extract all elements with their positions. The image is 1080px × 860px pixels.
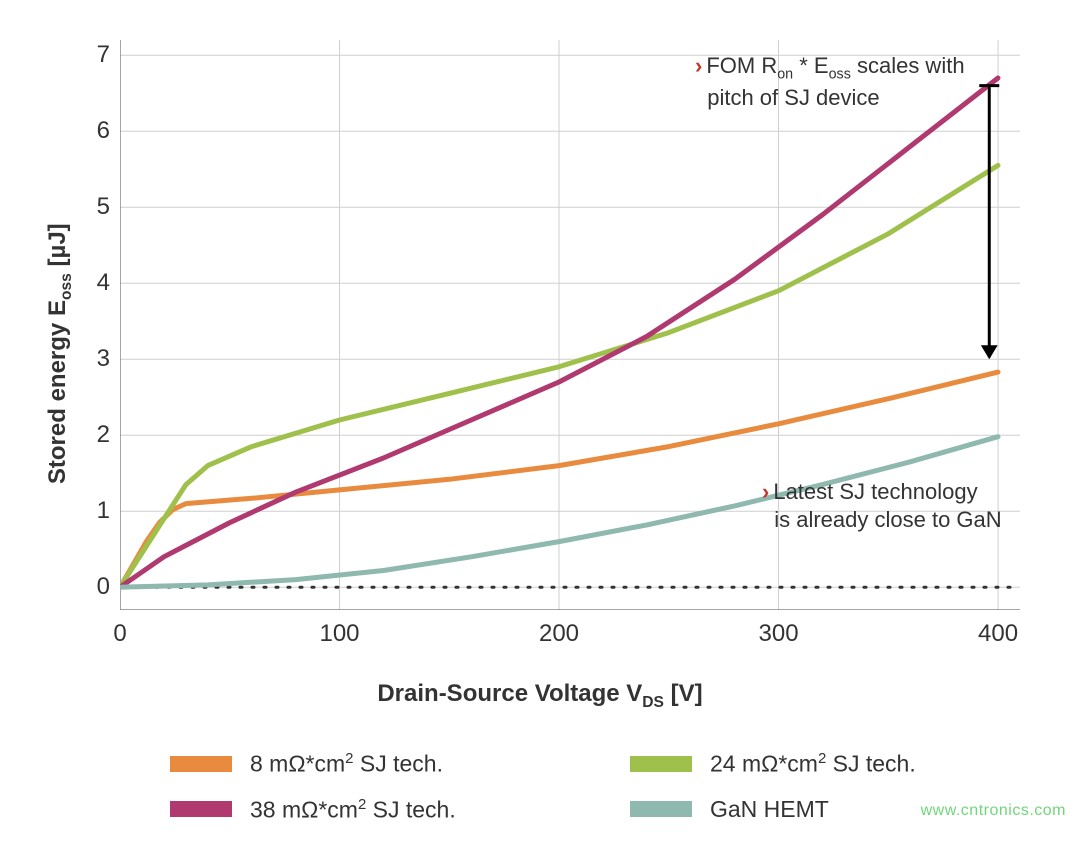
legend: 8 mΩ*cm2 SJ tech. 24 mΩ*cm2 SJ tech. 38 mΩ…	[170, 750, 1050, 823]
x-axis-title: Drain-Source Voltage VDS [V]	[0, 680, 1080, 712]
annotation-latest: ›Latest SJ technology is already close t…	[762, 478, 1002, 533]
y-tick-label: 3	[60, 345, 110, 373]
annotation-arrow	[979, 86, 999, 360]
legend-item-sj8: 8 mΩ*cm2 SJ tech.	[170, 750, 590, 778]
x-tick-label: 400	[958, 620, 1038, 648]
chart-container: Stored energy Eoss [µJ] 0123456701002003…	[0, 0, 1080, 860]
legend-swatch	[630, 801, 692, 817]
legend-label: 38 mΩ*cm2 SJ tech.	[250, 796, 456, 824]
y-tick-label: 5	[60, 193, 110, 221]
y-tick-label: 2	[60, 421, 110, 449]
y-tick-label: 6	[60, 117, 110, 145]
legend-label: GaN HEMT	[710, 796, 829, 823]
x-axis-title-text: Drain-Source Voltage VDS [V]	[377, 680, 702, 707]
y-tick-label: 7	[60, 41, 110, 69]
legend-label: 24 mΩ*cm2 SJ tech.	[710, 750, 916, 778]
y-tick-label: 0	[60, 573, 110, 601]
legend-swatch	[630, 756, 692, 772]
annotation-fom: ›FOM Ron * Eoss scales with pitch of SJ …	[695, 52, 965, 112]
y-tick-label: 4	[60, 269, 110, 297]
x-tick-label: 300	[739, 620, 819, 648]
legend-item-sj24: 24 mΩ*cm2 SJ tech.	[630, 750, 1050, 778]
legend-item-sj38: 38 mΩ*cm2 SJ tech.	[170, 796, 590, 824]
x-tick-label: 200	[519, 620, 599, 648]
legend-swatch	[170, 756, 232, 772]
legend-swatch	[170, 801, 232, 817]
x-tick-label: 0	[80, 620, 160, 648]
x-tick-label: 100	[300, 620, 380, 648]
y-tick-label: 1	[60, 497, 110, 525]
watermark: www.cntronics.com	[921, 802, 1066, 820]
legend-label: 8 mΩ*cm2 SJ tech.	[250, 750, 443, 778]
